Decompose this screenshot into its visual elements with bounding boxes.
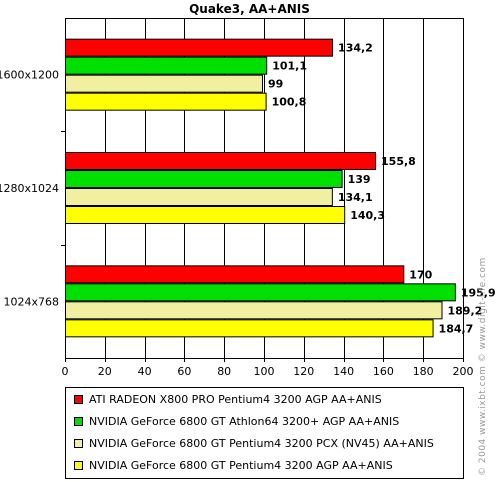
legend-swatch (74, 460, 83, 470)
bar (65, 56, 268, 75)
legend-swatch (74, 416, 83, 426)
chart-title: Quake3, AA+ANIS (189, 2, 310, 16)
bar (65, 170, 343, 188)
value-labels: 134,2 101,1 99 100,8 155,8 139 134,1 140,3 170 19… (268, 42, 496, 336)
data-label: 189,2 (448, 304, 483, 317)
legend-item: NVIDIA GeForce 6800 GT Athlon64 3200+ AG… (74, 412, 399, 430)
data-label: 134,2 (338, 42, 373, 55)
x-tick-label: 100 (254, 365, 275, 378)
bars (65, 38, 456, 338)
legend: ATI RADEON X800 PRO Pentium4 3200 AGP AA… (65, 387, 464, 479)
x-tick-label: 200 (453, 365, 474, 378)
data-label: 140,3 (350, 209, 385, 222)
data-label: 134,1 (338, 191, 373, 204)
bar (65, 92, 267, 111)
axes: 0 20 40 60 80 100 120 140 160 180 200 1600x1200 1280… (0, 18, 474, 378)
watermark: © 2004 www.ixbt.com © www.digit-life.com (478, 257, 488, 476)
bar (65, 283, 456, 302)
legend-item: NVIDIA GeForce 6800 GT Pentium4 3200 AGP… (74, 456, 393, 474)
data-label: 100,8 (272, 96, 307, 109)
bar (65, 301, 443, 320)
legend-label: NVIDIA GeForce 6800 GT Athlon64 3200+ AG… (89, 414, 400, 428)
x-tick-label: 180 (413, 365, 434, 378)
x-tick-label: 60 (177, 365, 191, 378)
legend-label: ATI RADEON X800 PRO Pentium4 3200 AGP AA… (89, 392, 382, 406)
legend-label: NVIDIA GeForce 6800 GT Pentium4 3200 AGP… (89, 458, 393, 472)
x-tick-label: 20 (98, 365, 112, 378)
legend-label: NVIDIA GeForce 6800 GT Pentium4 3200 PCX… (89, 436, 434, 450)
category-label: 1600x1200 (0, 69, 59, 82)
bar (65, 38, 334, 57)
legend-item: NVIDIA GeForce 6800 GT Pentium4 3200 PCX… (74, 434, 434, 452)
x-tick-label: 80 (217, 365, 231, 378)
x-tick-label: 120 (293, 365, 314, 378)
category-label: 1024x768 (4, 295, 60, 308)
bar (65, 319, 434, 338)
legend-item: ATI RADEON X800 PRO Pentium4 3200 AGP AA… (74, 390, 382, 408)
data-label: 99 (268, 78, 283, 91)
bar (65, 265, 405, 284)
x-tick-label: 140 (333, 365, 354, 378)
data-label: 195,9 (461, 286, 496, 299)
legend-swatch (74, 438, 83, 448)
x-tick-label: 40 (138, 365, 152, 378)
legend-swatch (74, 394, 83, 404)
data-label: 101,1 (272, 60, 307, 73)
bar (65, 152, 377, 170)
data-label: 139 (348, 173, 371, 186)
data-label: 170 (409, 268, 432, 281)
bar (65, 188, 333, 206)
data-label: 155,8 (381, 155, 416, 168)
x-tick-label: 0 (62, 365, 69, 378)
data-label: 184,7 (439, 322, 474, 335)
bar (65, 206, 346, 224)
x-tick-label: 160 (373, 365, 394, 378)
category-label: 1280x1024 (0, 182, 59, 195)
bar (65, 74, 264, 93)
